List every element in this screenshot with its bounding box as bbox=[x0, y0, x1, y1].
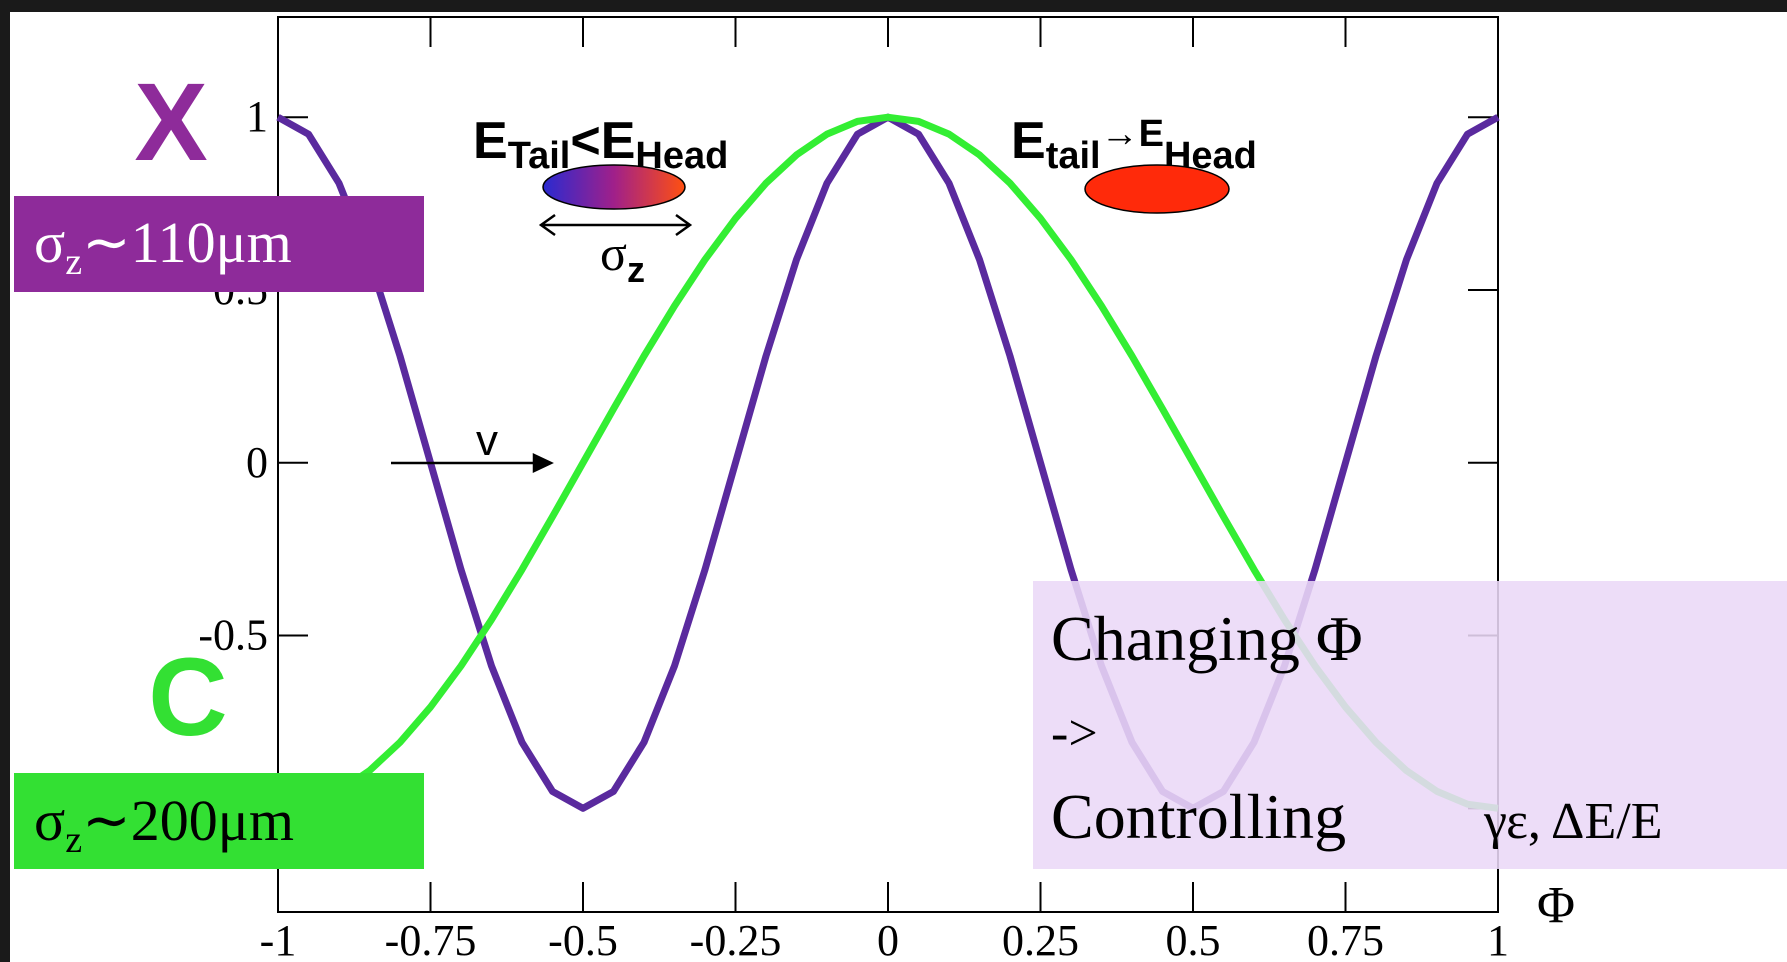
x-tick-label: 1 bbox=[1487, 916, 1509, 962]
arrow bbox=[391, 453, 554, 473]
arrow-label: v bbox=[476, 416, 498, 465]
bunch bbox=[542, 164, 686, 210]
bunch-label: Etail→EHead bbox=[1011, 112, 1257, 177]
label-box bbox=[14, 196, 424, 292]
label-box bbox=[14, 773, 424, 869]
box-text: σz∼200μm bbox=[34, 788, 294, 861]
x-tick-label: 0.75 bbox=[1307, 916, 1384, 962]
x-tick-label: 0 bbox=[877, 916, 899, 962]
bunch-length: σz bbox=[600, 225, 645, 290]
x-tick-label: 0.5 bbox=[1166, 916, 1221, 962]
box-text: σz∼110μm bbox=[34, 210, 292, 283]
y-tick-label: 1 bbox=[246, 92, 268, 141]
x-tick-label: -0.75 bbox=[385, 916, 477, 962]
double-arrow bbox=[538, 213, 693, 237]
note-text: Controlling bbox=[1051, 781, 1346, 852]
note-text: -> bbox=[1051, 705, 1098, 762]
series-label: C bbox=[148, 636, 227, 759]
bunch bbox=[1084, 164, 1230, 214]
x-tick-label: 0.25 bbox=[1002, 916, 1079, 962]
x-tick-label: -0.25 bbox=[690, 916, 782, 962]
note-box bbox=[1033, 581, 1787, 869]
y-tick-label: 0 bbox=[246, 438, 268, 487]
bunch-label: ETail<EHead bbox=[473, 112, 728, 177]
series-label: X bbox=[134, 61, 207, 184]
y-tick-label: -0.5 bbox=[198, 611, 268, 660]
note-text: Changing Φ bbox=[1051, 603, 1363, 674]
x-tick-label: -0.5 bbox=[548, 916, 618, 962]
x-axis-label: Φ bbox=[1537, 877, 1575, 934]
x-tick-label: -1 bbox=[260, 916, 297, 962]
note-text: γε, ΔE/E bbox=[1483, 793, 1662, 850]
